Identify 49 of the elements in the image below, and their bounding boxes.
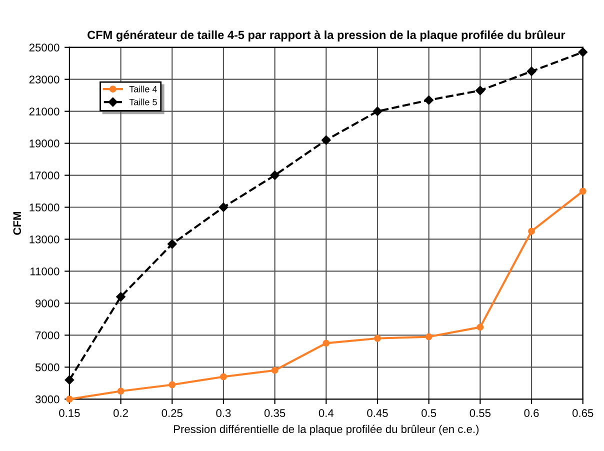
y-tick-label: 9000 — [36, 299, 60, 308]
x-tick-label: 0.3 — [216, 409, 231, 418]
point — [374, 334, 381, 342]
legend-label: Taille 4 — [129, 86, 157, 92]
y-tick-label: 19000 — [30, 140, 60, 148]
y-tick-label: 23000 — [29, 76, 60, 84]
point — [64, 375, 74, 385]
point — [526, 66, 536, 76]
x-tick-label: 0.15 — [59, 409, 80, 418]
x-tick-label: 0.45 — [367, 409, 388, 418]
point — [425, 333, 432, 340]
point — [168, 381, 176, 388]
point — [322, 135, 331, 145]
legend-label: Taille 5 — [129, 98, 157, 106]
y-tick-label: 21000 — [29, 108, 60, 116]
point — [168, 239, 177, 249]
x-tick-label: 0.65 — [572, 409, 594, 418]
point — [117, 388, 124, 395]
y-tick-label: 17000 — [30, 172, 60, 180]
x-axis-title: Pression différentielle de la plaque profilée du brûleur (en c.e.) — [174, 424, 479, 436]
y-axis-title: CFM — [13, 212, 22, 235]
x-tick-label: 0.4 — [318, 409, 334, 418]
x-tick-label: 0.2 — [114, 409, 128, 418]
point — [218, 202, 228, 212]
point — [476, 86, 485, 96]
y-tick-label: 11000 — [30, 267, 60, 276]
y-tick-label: 5000 — [35, 363, 60, 372]
point — [271, 366, 278, 374]
x-tick-label: 0.55 — [470, 409, 491, 418]
point — [220, 373, 227, 380]
point — [476, 324, 484, 331]
x-tick-label: 0.5 — [422, 409, 436, 418]
x-tick-label: 0.6 — [524, 409, 539, 418]
point — [372, 106, 382, 116]
x-tick-label: 0.25 — [162, 409, 182, 418]
y-tick-label: 25000 — [29, 44, 60, 52]
y-tick-label: 7000 — [36, 331, 60, 340]
point — [270, 170, 280, 180]
y-tick-label: 15000 — [30, 204, 60, 212]
point — [579, 188, 586, 195]
point — [424, 96, 434, 105]
y-tick-label: 13000 — [30, 236, 60, 244]
point — [322, 340, 330, 347]
point — [116, 292, 126, 302]
point — [578, 48, 588, 57]
point — [528, 228, 535, 235]
x-tick-label: 0.35 — [264, 409, 286, 418]
chart-title: CFM générateur de taille 4-5 par rapport à la pression de la plaque profilée du brûleur — [88, 30, 566, 42]
y-tick-label: 3000 — [35, 395, 60, 404]
